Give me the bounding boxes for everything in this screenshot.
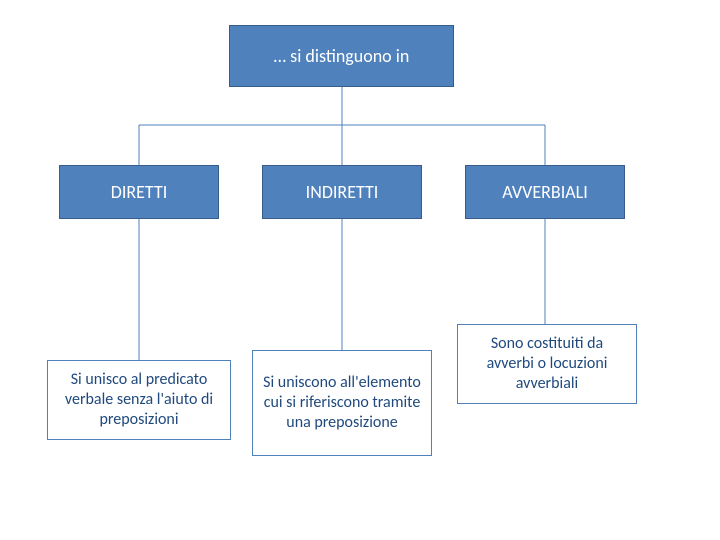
level1-node-diretti: DIRETTI [59, 165, 219, 219]
level1-node-indiretti: INDIRETTI [262, 165, 422, 219]
level2-node-diretti: Si unisco al predicato verbale senza l'a… [47, 360, 231, 440]
level2-label: Si unisco al predicato verbale senza l'a… [56, 370, 222, 430]
level1-node-avverbiali: AVVERBIALI [465, 165, 625, 219]
level1-label: AVVERBIALI [502, 181, 588, 204]
root-node: … si distinguono in [229, 25, 454, 87]
level1-label: INDIRETTI [306, 181, 379, 204]
root-label: … si distinguono in [274, 45, 410, 68]
level1-label: DIRETTI [111, 181, 168, 204]
level2-node-avverbiali: Sono costituiti da avverbi o locuzioni a… [457, 324, 637, 404]
level2-label: Si uniscono all'elemento cui si riferisc… [261, 373, 423, 433]
level2-node-indiretti: Si uniscono all'elemento cui si riferisc… [252, 350, 432, 456]
level2-label: Sono costituiti da avverbi o locuzioni a… [466, 334, 628, 394]
